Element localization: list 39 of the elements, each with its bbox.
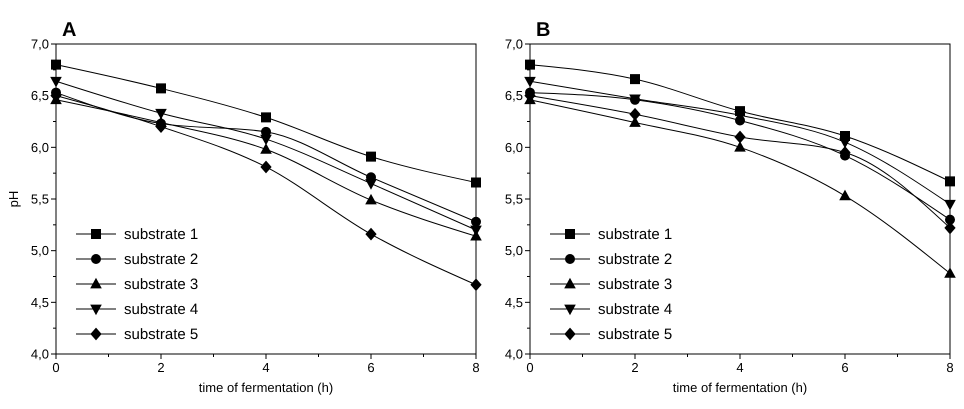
- y-axis-title: pH: [6, 190, 21, 208]
- legend-label: substrate 1: [124, 226, 198, 243]
- x-axis-title: time of fermentation (h): [672, 380, 808, 395]
- y-tick-label: 6,5: [504, 88, 523, 104]
- y-tick-label: 5,5: [30, 192, 49, 206]
- chart-title: B: [536, 19, 550, 41]
- legend-label: substrate 4: [124, 301, 198, 318]
- legend-label: substrate 5: [598, 326, 672, 343]
- x-tick-label: 4: [736, 360, 744, 375]
- legend-label: substrate 3: [598, 276, 672, 293]
- legend-label: substrate 1: [598, 226, 672, 243]
- chart-title: A: [62, 19, 76, 41]
- legend-label: substrate 2: [124, 251, 198, 268]
- x-tick-label: 0: [526, 360, 534, 375]
- y-tick-label: 5,5: [504, 192, 523, 206]
- y-tick-label: 6,5: [30, 88, 49, 104]
- x-tick-label: 2: [631, 360, 639, 375]
- legend-label: substrate 2: [598, 251, 672, 268]
- x-tick-label: 2: [157, 360, 165, 375]
- legend-label: substrate 4: [598, 301, 672, 318]
- x-axis-title: time of fermentation (h): [198, 380, 334, 395]
- y-tick-label: 5,0: [30, 243, 49, 258]
- x-tick-label: 8: [946, 360, 954, 375]
- y-tick-label: 5,0: [504, 243, 523, 258]
- x-tick-label: 8: [472, 360, 480, 375]
- x-tick-label: 6: [367, 360, 375, 375]
- y-tick-label: 4,0: [30, 346, 49, 362]
- x-tick-label: 6: [841, 360, 849, 375]
- y-tick-label: 7,0: [30, 36, 49, 52]
- y-tick-label: 6,0: [30, 140, 49, 155]
- y-tick-label: 4,0: [504, 346, 523, 362]
- x-tick-label: 4: [262, 360, 270, 375]
- legend-label: substrate 3: [124, 276, 198, 293]
- y-tick-label: 4,5: [504, 294, 523, 310]
- legend-label: substrate 5: [124, 326, 198, 343]
- x-tick-label: 0: [52, 360, 60, 375]
- y-tick-label: 4,5: [30, 294, 49, 310]
- y-tick-label: 6,0: [504, 140, 523, 155]
- y-tick-label: 7,0: [504, 36, 523, 52]
